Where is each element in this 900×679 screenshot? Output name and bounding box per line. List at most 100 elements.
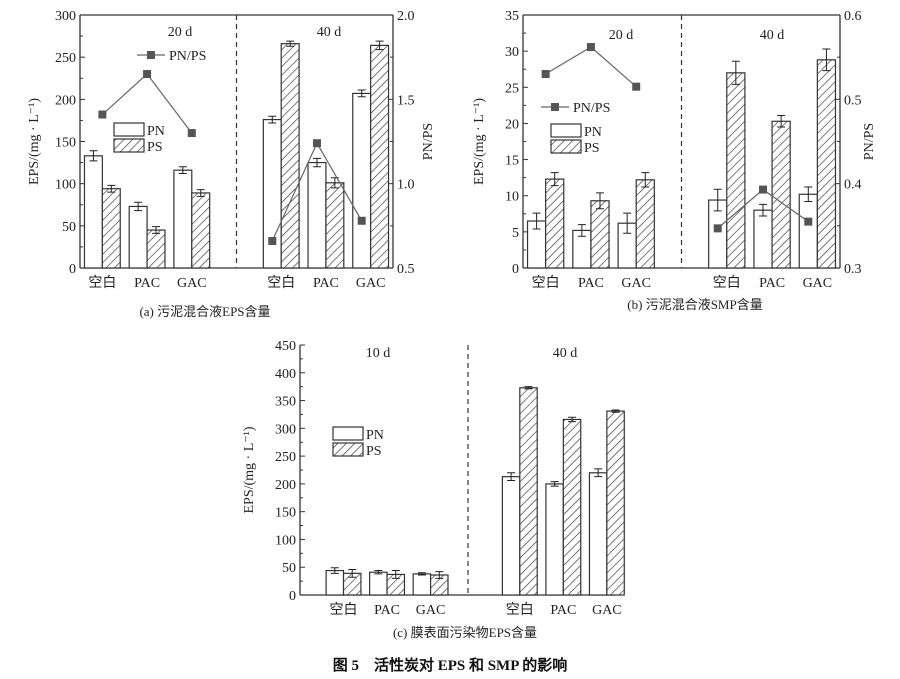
ps-bar [519,387,538,596]
y-tick-label: 350 [275,395,296,410]
period-label: 40 d [317,25,342,40]
x-tick-label: PAC [313,276,339,291]
pn-bar [173,169,193,269]
pn-ps-line [545,46,637,88]
x-tick-label: 空白 [506,602,534,618]
pn-ps-marker [632,82,641,91]
y-tick-label: 150 [275,506,296,521]
pn-bar [798,193,818,269]
x-tick-label: GAC [356,276,386,291]
error-bar [348,568,357,578]
pn-bar [307,161,327,269]
error-bar [532,212,541,230]
pn-bar [753,209,773,269]
error-bar [713,188,722,212]
pn-bar [352,92,372,269]
error-bar [822,48,831,72]
ps-bar [816,59,837,269]
pn-ps-marker [541,70,550,79]
y2-axis-title: PN/PS [421,123,436,160]
error-bar [777,114,786,128]
y-tick-label: 15 [505,154,519,169]
y-tick-label: 250 [275,450,296,465]
y-tick-label: 250 [55,51,76,66]
period-label: 40 d [760,28,785,43]
y2-tick-label: 1.0 [397,178,415,193]
legend-label: PS [366,444,382,459]
error-bar [550,481,559,487]
pn-ps-marker [759,185,768,194]
ps-bar [726,72,746,269]
y-tick-label: 30 [505,45,519,60]
error-bar [507,472,516,482]
error-bar [357,89,366,98]
y-tick-label: 400 [275,367,296,382]
legend-label: PS [584,141,600,156]
error-bar [641,172,650,188]
chart-b: 0 5 10 15 20 25 30 35 0.3 0.4 0.5 0.6 PN/PS EPS/(mg ·… [472,9,877,312]
ps-bar [635,179,655,269]
y2-axis-title: PN/PS [862,123,877,160]
legend-marker-swatch [147,51,155,59]
y-tick-label: 5 [512,226,519,241]
y-axis-title: EPS/(mg · L⁻¹) [472,98,487,185]
error-bar [623,212,632,234]
pn-ps-marker [187,129,196,138]
y-axis-title: EPS/(mg · L⁻¹) [27,98,42,185]
ps-bar [562,418,582,596]
pn-bar [369,571,388,596]
error-bar [594,468,603,478]
y-tick-label: 50 [282,561,296,576]
y-tick-label: 10 [505,190,519,205]
y2-tick-label: 0.5 [844,93,862,108]
error-bar [374,570,383,575]
x-tick-label: 空白 [267,275,295,291]
pn-bar [128,205,148,269]
y-tick-label: 100 [275,533,296,548]
x-tick-label: PAC [550,603,576,618]
error-bar [268,115,277,124]
legend-label: PN/PS [169,49,206,64]
x-tick-label: 空白 [532,275,560,291]
legend-swatch-pn [332,426,364,441]
y-axis-title: EPS/(mg · L⁻¹) [242,426,257,513]
legend-marker-swatch [551,103,559,111]
legend-label: PN [147,124,165,139]
y-tick-label: 20 [505,117,519,132]
pn-bar [588,472,608,596]
ps-bar [370,44,390,269]
x-tick-label: PAC [134,276,160,291]
legend-swatch-ps [332,442,364,457]
pn-ps-marker [357,216,366,225]
error-bar [178,166,187,175]
ps-bar [146,229,166,269]
error-bar [391,570,400,579]
x-tick-label: 空白 [713,275,741,291]
period-label: 20 d [609,28,634,43]
error-bar [152,226,161,234]
error-bar [417,572,426,576]
legend-swatch-pn [550,123,582,138]
pn-ps-marker [312,139,321,148]
error-bar [611,409,620,413]
legend-label: PN [366,428,384,443]
x-tick-label: GAC [592,603,622,618]
ps-bar [101,188,121,269]
ps-bar [606,410,625,596]
x-tick-label: GAC [803,276,833,291]
ps-bar [771,120,791,269]
error-bar [759,203,768,217]
y-tick-label: 0 [512,262,519,277]
y-tick-label: 150 [55,136,76,151]
legend-swatch-ps [550,139,582,154]
error-bar [568,416,577,423]
legend-swatch-pn [113,122,145,137]
x-tick-label: 空白 [330,602,358,618]
error-bar [577,224,586,237]
pn-bar [545,483,564,596]
legend-label: PN [584,125,602,140]
